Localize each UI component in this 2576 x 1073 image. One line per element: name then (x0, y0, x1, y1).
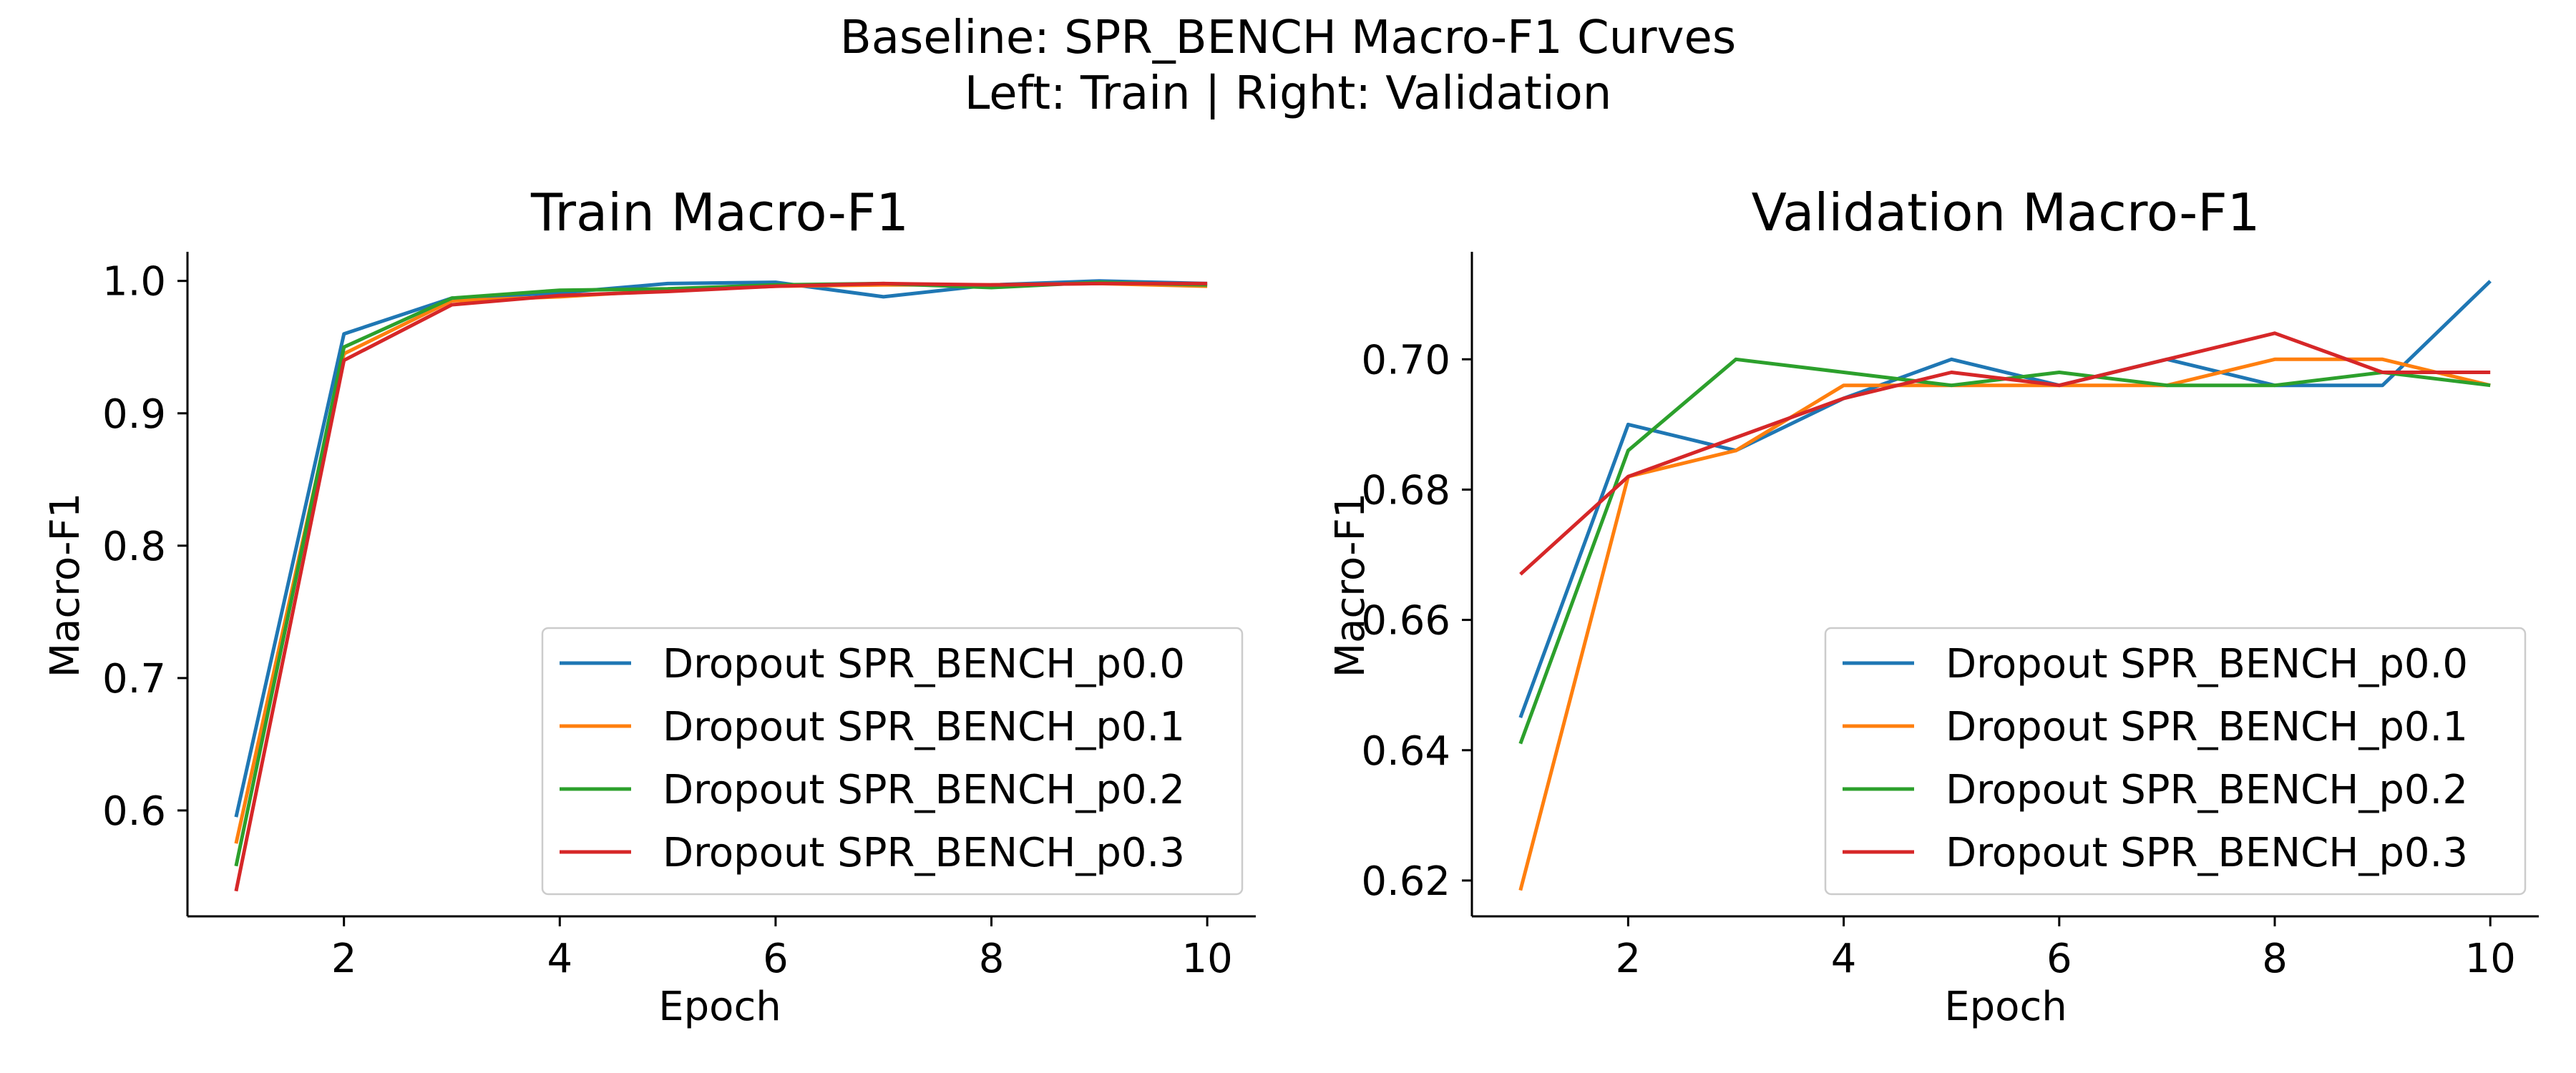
train-series-line-p03 (234, 281, 1208, 892)
train-legend-item: Dropout SPR_BENCH_p0.1 (560, 704, 1185, 750)
train-x-axis-label: Epoch (658, 984, 781, 1030)
validation-series-line-p00 (1518, 280, 2492, 719)
train-legend-label: Dropout SPR_BENCH_p0.0 (663, 641, 1185, 687)
train-x-tick-label: 6 (763, 936, 789, 982)
validation-legend-item: Dropout SPR_BENCH_p0.1 (1843, 704, 2468, 750)
validation-series-line-p03 (1519, 331, 2491, 576)
train-x-tick-label: 4 (547, 936, 572, 982)
train-y-tick-label: 0.6 (102, 788, 166, 835)
train-legend-item: Dropout SPR_BENCH_p0.2 (560, 767, 1185, 813)
train-chart-panel: Train Macro-F1 Epoch Macro-F1 2 4 6 8 10 0.6 0… (42, 182, 1256, 1030)
train-y-axis-label: Macro-F1 (42, 493, 89, 678)
validation-legend-item: Dropout SPR_BENCH_p0.3 (1843, 830, 2468, 876)
validation-legend-label: Dropout SPR_BENCH_p0.3 (1946, 830, 2468, 876)
train-x-tick-label: 8 (979, 936, 1005, 982)
validation-legend-label: Dropout SPR_BENCH_p0.2 (1946, 767, 2468, 813)
validation-chart-panel: Validation Macro-F1 Epoch Macro-F1 2 4 6 8 1… (1327, 182, 2539, 1030)
train-y-tick-label: 0.8 (102, 524, 166, 570)
validation-series-line-p01 (1518, 357, 2491, 891)
validation-y-tick-label: 0.64 (1361, 728, 1450, 775)
suptitle-line-1: Baseline: SPR_BENCH Macro-F1 Curves (840, 11, 1736, 64)
train-legend-label: Dropout SPR_BENCH_p0.1 (663, 704, 1185, 750)
train-y-tick-label: 1.0 (102, 259, 166, 305)
validation-x-tick-label: 10 (2465, 936, 2516, 982)
validation-legend-label: Dropout SPR_BENCH_p0.1 (1946, 704, 2468, 750)
train-legend-frame (541, 627, 1244, 896)
validation-x-axis-label: Epoch (1944, 984, 2067, 1030)
train-x-tick-label: 10 (1182, 936, 1233, 982)
validation-legend-label: Dropout SPR_BENCH_p0.0 (1946, 641, 2468, 687)
validation-legend: Dropout SPR_BENCH_p0.0 Dropout SPR_BENCH_… (1824, 627, 2527, 896)
train-x-tick-label: 2 (331, 936, 357, 982)
train-y-tick-label: 0.9 (102, 391, 166, 438)
validation-legend-frame (1824, 627, 2527, 896)
train-legend-label: Dropout SPR_BENCH_p0.2 (663, 767, 1185, 813)
validation-legend-item: Dropout SPR_BENCH_p0.0 (1843, 641, 2468, 687)
validation-x-tick-label: 2 (1616, 936, 1641, 982)
validation-y-tick-label: 0.66 (1361, 598, 1450, 645)
validation-y-tick-label: 0.70 (1361, 337, 1450, 383)
validation-x-tick-label: 4 (1831, 936, 1857, 982)
train-y-tick-label: 0.7 (102, 656, 166, 702)
validation-y-tick-label: 0.68 (1361, 467, 1450, 514)
train-legend: Dropout SPR_BENCH_p0.0 Dropout SPR_BENCH_… (541, 627, 1244, 896)
validation-x-tick-label: 8 (2262, 936, 2288, 982)
validation-x-tick-label: 6 (2046, 936, 2072, 982)
train-chart-title: Train Macro-F1 (530, 182, 909, 242)
suptitle-line-2: Left: Train | Right: Validation (965, 67, 1612, 120)
validation-legend-item: Dropout SPR_BENCH_p0.2 (1843, 767, 2468, 813)
train-legend-item: Dropout SPR_BENCH_p0.0 (560, 641, 1185, 687)
validation-chart-title: Validation Macro-F1 (1752, 182, 2260, 242)
train-legend-item: Dropout SPR_BENCH_p0.3 (560, 830, 1185, 876)
validation-y-tick-label: 0.62 (1361, 858, 1450, 905)
validation-y-axis-label: Macro-F1 (1327, 493, 1374, 678)
train-legend-label: Dropout SPR_BENCH_p0.3 (663, 830, 1185, 876)
